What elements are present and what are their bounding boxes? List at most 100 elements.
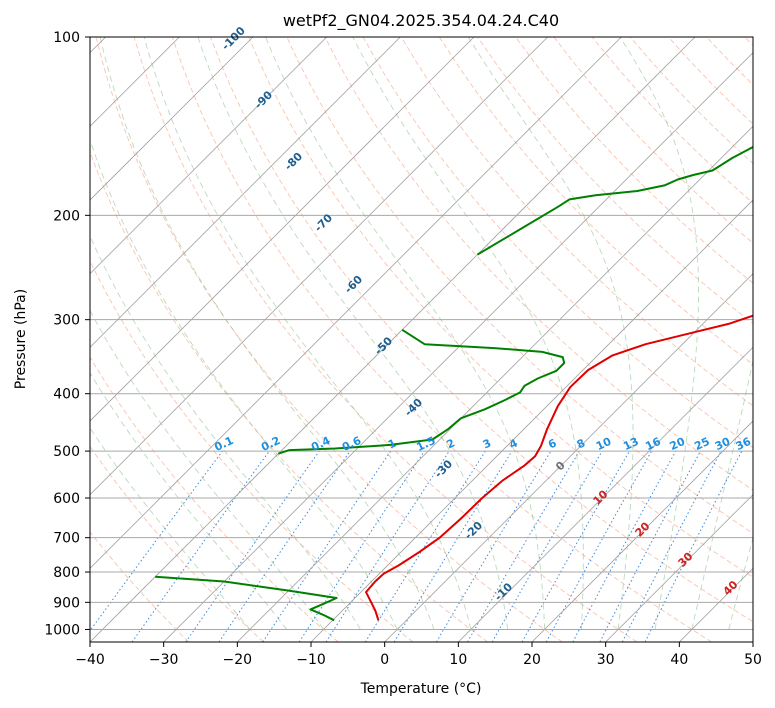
series-temperature-line [365,314,753,621]
series-dewpoint_upper-line [476,145,753,256]
dry-adiabat-line [90,445,264,642]
y-tick-label: 500 [53,444,80,460]
mixing-ratio-line [262,450,392,642]
moist-adiabat-line [90,372,288,630]
mixing-ratio-label: 2 [445,436,457,451]
moist-adiabat-label: 20 [633,519,653,539]
mixing-ratio-label: 3 [481,436,493,451]
moist-adiabat-line [467,37,634,630]
isotherm-line [679,567,753,642]
mixing-ratio-line [298,450,425,642]
mixing-ratio-line [621,450,722,642]
mixing-ratio-label: 13 [621,435,640,453]
y-tick-label: 100 [53,30,80,46]
isotherm-line [752,641,753,642]
isotherm-line [90,37,622,569]
dry-adiabat-line [515,37,753,284]
mixing-ratio-line [572,450,677,642]
moist-adiabat-label: 10 [591,487,611,507]
x-tick-label: −10 [296,652,326,668]
series-dewpoint-line [155,575,338,622]
dry-adiabat-line [90,356,339,642]
x-tick-label: 0 [380,652,389,668]
dry-adiabat-label: -80 [282,150,305,173]
y-tick-label: 200 [53,208,80,224]
dry-adiabat-line [439,37,753,365]
axes: −40 −30 −20 −10 0 10 20 30 40 50 1000 900 800 700 600 5… [44,30,762,668]
mixing-ratio-label: 6 [546,436,559,451]
y-tick-label: 400 [53,387,80,403]
dry-adiabat-label: -30 [432,457,455,480]
dry-adiabat-line [248,37,753,578]
y-tick-label: 1000 [44,622,80,638]
x-tick-label: −40 [75,652,105,668]
x-axis-label: Temperature (°C) [360,681,482,697]
moist-adiabat-line [90,235,361,630]
isotherm-line [384,273,753,642]
isotherm-line [90,37,548,496]
isobar-grid [90,37,753,630]
y-tick-label: 700 [53,531,80,547]
mixing-ratio-line [644,450,743,642]
y-tick-label: 300 [53,313,80,329]
dry-adiabat-label: -20 [462,519,485,542]
moist-adiabat-line [90,138,398,630]
moist-adiabat-label: 30 [676,549,696,569]
isotherm-line [458,346,753,642]
adiabat-lines [90,37,753,642]
dry-adiabat-label: -60 [342,273,365,296]
isotherm-line [90,37,475,422]
plot-frame [89,36,754,643]
dry-adiabat-line [362,37,753,449]
moist-adiabat-line [143,37,472,630]
mixing-ratio-line [599,450,701,642]
dry-adiabat-line [90,150,488,642]
dry-adiabat-line [171,37,712,642]
mixing-ratio-label: 25 [692,435,711,453]
dry-adiabat-label: -40 [402,396,425,419]
moist-adiabat-line [90,309,324,630]
sounding-series [155,145,753,622]
dry-adiabat-line [400,37,753,407]
mixing-ratio-line [435,450,552,642]
x-tick-label: 40 [670,652,688,668]
dry-adiabat-line [324,37,753,491]
mixing-ratio-line [131,450,270,642]
x-tick-label: 10 [449,652,467,668]
moist-adiabat-line [197,37,509,630]
moist-adiabat-line [99,37,435,630]
dry-adiabat-line [90,259,414,642]
mixing-ratio-line [545,450,653,642]
x-tick-label: 20 [523,652,541,668]
mixing-ratio-line [521,450,630,642]
mixing-ratio-label: 20 [668,435,688,453]
mixing-ratio-line [185,450,320,642]
isotherm-line [237,125,753,642]
isotherm-line [531,420,753,642]
mixing-ratio-label: 30 [713,435,733,453]
y-axis-label: Pressure (hPa) [13,289,29,389]
moist-adiabat-line [691,358,753,630]
mixing-ratio-label: 10 [594,435,614,453]
x-tick-label: −30 [149,652,179,668]
mixing-ratio-line [325,450,450,642]
isotherm-line [90,37,254,201]
moist-adiabat-line [728,536,753,630]
dry-adiabat-line [90,531,190,642]
adiabat-labels: -100-90-80-70-60-50-40-30-20-100.1 0.2 0.4… [212,24,753,604]
dry-adiabat-label: -50 [372,334,395,357]
dry-adiabat-line [210,37,753,623]
dry-adiabat-line [133,37,638,642]
isotherm-grid [90,37,753,642]
y-tick-label: 900 [53,595,80,611]
mixing-ratio-label: 36 [734,435,754,453]
series-dewpoint_mid-line [277,328,566,455]
isotherm-line [605,494,753,642]
mixing-ratio-line [218,450,351,642]
mixing-ratio-line [393,450,513,642]
x-tick-label: 50 [744,652,762,668]
x-tick-label: 30 [597,652,615,668]
moist-adiabat-line [90,427,251,630]
x-tick-label: −20 [223,652,253,668]
